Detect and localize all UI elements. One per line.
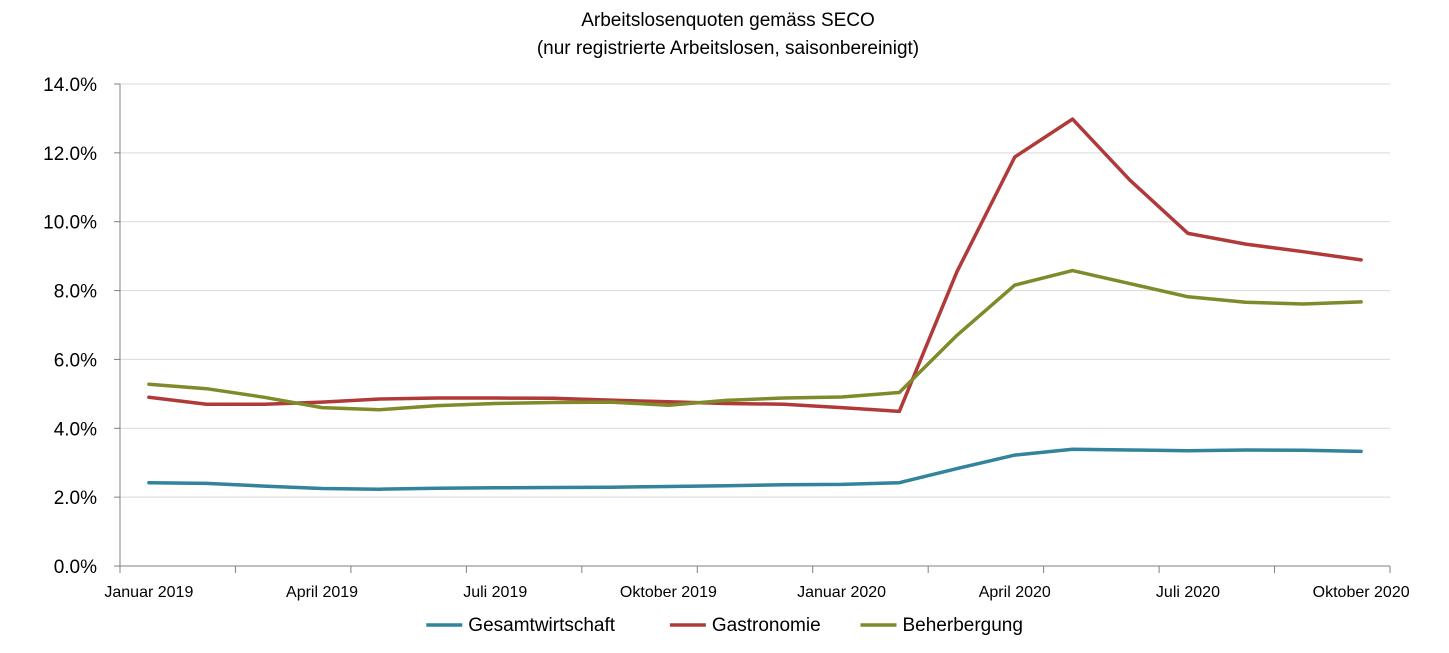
y-tick-label: 8.0% bbox=[54, 282, 97, 303]
x-tick-label: Juli 2020 bbox=[1156, 584, 1220, 601]
legend: Gesamtwirtschaft Gastronomie Beherbergung bbox=[426, 615, 1023, 636]
x-axis-tick-labels: Januar 2019 April 2019 Juli 2019 Oktober 20… bbox=[104, 584, 1409, 601]
chart-subtitle: (nur registrierte Arbeitslosen, saisonbe… bbox=[537, 38, 919, 59]
legend-item-gastronomie: Gastronomie bbox=[669, 615, 821, 636]
y-tick-label: 10.0% bbox=[43, 213, 97, 234]
y-axis-tick-labels: 0.0% 2.0% 4.0% 6.0% 8.0% 10.0% 12.0% 14.0% bbox=[43, 75, 97, 578]
gridlines bbox=[120, 83, 1390, 498]
chart-title: Arbeitslosenquoten gemäss SECO bbox=[581, 10, 875, 31]
x-tick-label: April 2020 bbox=[979, 584, 1051, 601]
y-tick-label: 6.0% bbox=[54, 350, 97, 371]
legend-label: Gesamtwirtschaft bbox=[468, 615, 615, 636]
x-tick-label: Juli 2019 bbox=[463, 584, 527, 601]
series-lines bbox=[147, 117, 1363, 491]
series-line-gastronomie bbox=[147, 117, 1363, 414]
y-tick-label: 12.0% bbox=[43, 144, 97, 165]
x-tick-label: Januar 2019 bbox=[104, 584, 193, 601]
legend-label: Beherbergung bbox=[903, 615, 1023, 636]
series-line-gesamtwirtschaft bbox=[147, 447, 1363, 491]
legend-item-gesamtwirtschaft: Gesamtwirtschaft bbox=[426, 615, 616, 636]
axes bbox=[114, 83, 1391, 573]
x-tick-label: Januar 2020 bbox=[797, 584, 886, 601]
x-tick-label: April 2019 bbox=[286, 584, 358, 601]
x-tick-label: Oktober 2019 bbox=[620, 584, 717, 601]
series-line-beherbergung bbox=[147, 268, 1363, 412]
y-tick-label: 14.0% bbox=[43, 75, 97, 96]
y-tick-label: 4.0% bbox=[54, 419, 97, 440]
y-tick-label: 0.0% bbox=[54, 557, 97, 578]
x-tick-label: Oktober 2020 bbox=[1313, 584, 1410, 601]
legend-item-beherbergung: Beherbergung bbox=[860, 615, 1023, 636]
legend-label: Gastronomie bbox=[712, 615, 821, 636]
y-tick-label: 2.0% bbox=[54, 488, 97, 509]
